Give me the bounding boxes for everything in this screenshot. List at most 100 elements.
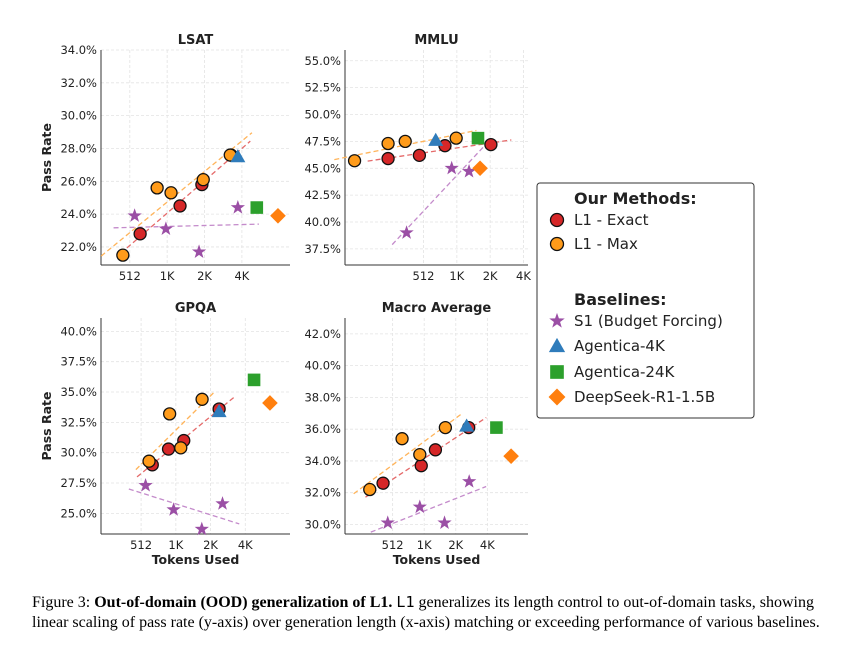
l1-max-point (196, 173, 210, 187)
chart-title: Macro Average (382, 301, 492, 316)
agentica-24k-point (471, 131, 485, 145)
y-tick-label: 32.0% (304, 486, 341, 500)
l1-max-legend-marker (549, 236, 565, 252)
agentica-4k-legend-marker (548, 337, 566, 353)
y-tick-label: 30.0% (304, 517, 341, 531)
s1-budget-forcing-point (215, 496, 230, 510)
x-tick-label: 512 (119, 269, 141, 283)
chart-title: LSAT (178, 33, 214, 48)
s1-budget-forcing-point (437, 515, 452, 529)
deepseek-r1-1-5b-point (503, 448, 519, 464)
y-axis-label: Pass Rate (39, 123, 54, 192)
s1-budget-forcing-trend-line (391, 146, 484, 246)
y-tick-label: 28.0% (60, 141, 97, 155)
y-tick-label: 24.0% (60, 207, 97, 221)
s1-budget-forcing-point (138, 477, 153, 492)
l1-max-point (398, 134, 412, 149)
chart-title: GPQA (175, 301, 216, 316)
caption-bold: Out-of-domain (OOD) generalization of L1… (94, 594, 393, 611)
x-tick-label: 4K (234, 269, 249, 283)
caption-prefix: Figure 3: (32, 594, 95, 611)
legend-box (536, 182, 755, 419)
y-tick-label: 25.0% (60, 506, 97, 520)
l1-max-point (174, 441, 188, 455)
l1-exact-point (173, 199, 187, 213)
agentica-24k-point (247, 373, 261, 387)
s1-budget-forcing-point (461, 163, 477, 178)
l1-max-point (449, 131, 463, 145)
s1-budget-forcing-point (127, 208, 142, 222)
agentica-24k-legend-marker (550, 365, 564, 379)
y-tick-label: 37.5% (304, 242, 341, 256)
agentica-4k-point (459, 418, 475, 432)
y-tick-label: 40.0% (304, 215, 341, 229)
agentica-24k-point (490, 421, 503, 434)
y-tick-label: 32.5% (60, 415, 97, 429)
l1-max-point (116, 248, 130, 262)
s1-budget-forcing-legend-marker (549, 312, 565, 328)
x-tick-label: 2K (197, 269, 212, 283)
x-tick-label: 4K (238, 538, 253, 552)
agentica-4k-point (211, 403, 227, 418)
l1-max-point (413, 447, 427, 462)
l1-max-point (164, 186, 178, 200)
y-tick-label: 45.0% (304, 161, 341, 175)
l1-max-point (395, 432, 409, 446)
y-tick-label: 36.0% (304, 422, 341, 436)
s1-budget-forcing-point (462, 474, 477, 488)
y-tick-label: 30.0% (60, 109, 97, 123)
s1-budget-forcing-point (399, 225, 414, 239)
s1-budget-forcing-trend-line (128, 488, 240, 525)
x-tick-label: 1K (449, 269, 464, 283)
agentica-4k-point (230, 149, 246, 163)
s1-budget-forcing-point (158, 221, 174, 235)
x-tick-label: 2K (448, 538, 463, 552)
x-tick-label: 512 (413, 269, 435, 283)
chart-panel: 25.0% 27.5% 30.0% 32.5% 35.0% 37.5% 40.0% 512 1K… (39, 301, 290, 567)
legend-label-s1-budget-forcing: S1 (Budget Forcing) (574, 312, 723, 330)
y-tick-label: 42.5% (304, 188, 341, 202)
y-tick-label: 40.0% (304, 359, 341, 373)
x-tick-label: 4K (480, 538, 495, 552)
l1-max-point (195, 392, 209, 406)
caption-rest: generalizes its length control to out-of… (32, 594, 820, 631)
x-tick-label: 1K (168, 538, 183, 552)
l1-max-point (381, 136, 395, 151)
x-tick-label: 1K (417, 538, 432, 552)
agentica-24k-point (250, 201, 264, 214)
y-tick-label: 42.0% (304, 327, 341, 341)
y-axis-label: Pass Rate (39, 391, 54, 460)
agentica-4k-point (428, 132, 444, 146)
deepseek-r1-1-5b-point (262, 395, 278, 411)
chart-panel: 37.5% 40.0% 42.5% 45.0% 47.5% 50.0% 52.5% 55.0%… (304, 33, 531, 283)
legend-title-our-methods: Our Methods: (574, 189, 697, 208)
deepseek-r1-1-5b-legend-marker (548, 388, 566, 406)
x-tick-label: 2K (483, 269, 498, 283)
y-tick-label: 32.0% (60, 76, 97, 90)
s1-budget-forcing-trend-line (113, 223, 259, 229)
legend-label-agentica-4k: Agentica-4K (574, 337, 666, 355)
s1-budget-forcing-point (194, 521, 209, 536)
l1-exact-point (133, 227, 147, 241)
l1-exact-point (414, 459, 428, 473)
s1-budget-forcing-point (166, 502, 181, 516)
y-tick-label: 55.0% (304, 54, 341, 68)
x-tick-label: 1K (160, 269, 175, 283)
legend: Our Methods: Baselines: L1 - Exact L1 - Max… (536, 182, 755, 419)
l1-exact-point (376, 476, 390, 490)
y-tick-label: 34.0% (304, 454, 341, 468)
y-tick-label: 40.0% (60, 324, 97, 338)
y-tick-label: 52.5% (304, 81, 341, 95)
chart-title: MMLU (414, 33, 458, 48)
y-tick-label: 37.5% (60, 355, 97, 369)
l1-max-point (347, 154, 362, 168)
legend-title-baselines: Baselines: (574, 290, 667, 309)
legend-label-l1-exact: L1 - Exact (574, 211, 649, 229)
l1-exact-point (484, 137, 498, 152)
s1-budget-forcing-point (191, 244, 207, 258)
x-tick-label: 2K (203, 538, 218, 552)
chart-panel: 30.0% 32.0% 34.0% 36.0% 38.0% 40.0% 42.0% 512 1K… (304, 301, 528, 567)
figure: 22.0% 24.0% 26.0% 28.0% 30.0% 32.0% 34.0% 512 1K… (39, 33, 755, 567)
x-tick-label: 512 (130, 538, 152, 552)
l1-max-point (142, 454, 156, 468)
